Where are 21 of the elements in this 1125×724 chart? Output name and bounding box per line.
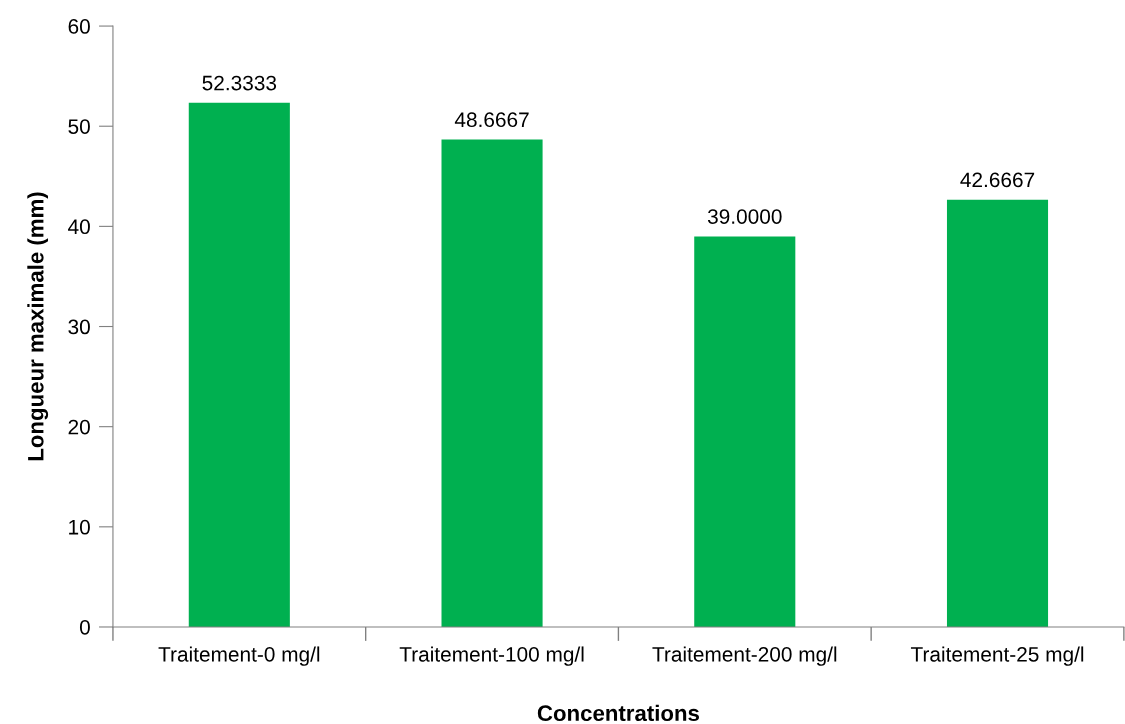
y-tick-label: 60: [68, 19, 90, 34]
x-tick-label: Traitement-0 mg/l: [158, 646, 320, 666]
x-tick-label: Traitement-100 mg/l: [399, 646, 584, 666]
bar: [188, 102, 290, 627]
y-tick-label: 30: [68, 319, 90, 335]
y-tick-label: 50: [68, 119, 90, 134]
y-tick-label: 40: [68, 219, 90, 235]
data-label: 48.6667: [454, 112, 529, 128]
x-axis-title: Concentrations: [537, 704, 699, 722]
bar: [694, 236, 796, 627]
bar: [946, 199, 1049, 627]
y-tick-label: 10: [69, 519, 90, 535]
x-tick-label: Traitement-25 mg/l: [910, 646, 1084, 666]
data-label: 52.3333: [202, 75, 277, 91]
y-axis-title: Longueur maximale (mm): [27, 192, 49, 461]
x-tick-label: Traitement-200 mg/l: [652, 646, 837, 666]
y-tick-label: 20: [68, 419, 90, 435]
bar: [441, 139, 543, 627]
y-tick-label: 0: [79, 619, 90, 635]
data-label: 42.6667: [960, 172, 1035, 188]
data-label: 39.0000: [707, 209, 782, 224]
